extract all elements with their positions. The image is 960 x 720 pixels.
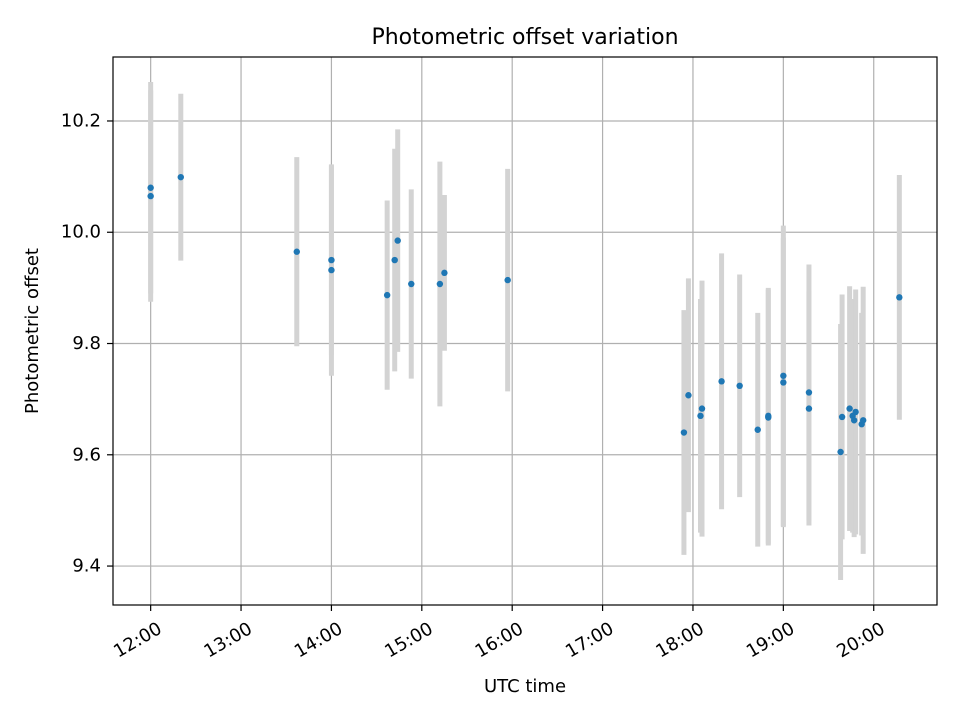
- data-point: [837, 448, 844, 456]
- data-point: [859, 417, 867, 424]
- data-point: [852, 408, 859, 416]
- data-point: [328, 266, 335, 274]
- data-point: [685, 392, 692, 399]
- data-point: [391, 256, 398, 264]
- y-tick-label: 9.6: [72, 444, 101, 465]
- data-point: [780, 372, 787, 379]
- data-point: [896, 294, 903, 301]
- data-point: [718, 378, 725, 385]
- data-point: [504, 276, 511, 284]
- y-tick-label: 9.8: [72, 333, 101, 354]
- data-point: [697, 412, 704, 420]
- data-point: [846, 405, 853, 412]
- data-point: [408, 280, 415, 288]
- grid: [113, 57, 937, 605]
- data-point: [838, 413, 846, 421]
- data-point: [394, 237, 401, 244]
- x-axis-label: UTC time: [484, 676, 566, 697]
- data-point: [780, 379, 787, 386]
- data-point: [736, 382, 743, 389]
- data-point: [293, 248, 300, 255]
- plot-frame: [112, 56, 938, 606]
- data-points: [147, 173, 903, 456]
- data-point: [680, 429, 688, 436]
- data-point: [805, 405, 813, 412]
- data-point: [754, 426, 761, 433]
- data-point: [383, 291, 391, 299]
- y-tick-label: 9.4: [72, 556, 101, 577]
- data-point: [328, 256, 335, 264]
- y-axis-label: Photometric offset: [22, 248, 43, 414]
- data-point: [177, 173, 184, 181]
- data-point: [765, 414, 772, 421]
- data-point: [698, 405, 706, 412]
- chart-title: Photometric offset variation: [371, 25, 678, 50]
- y-tick-label: 10.2: [61, 110, 101, 131]
- data-point: [805, 389, 813, 396]
- data-point: [850, 417, 858, 424]
- data-point: [147, 192, 154, 200]
- data-point: [441, 269, 448, 277]
- y-tick-label: 10.0: [61, 222, 101, 243]
- data-point: [147, 184, 154, 191]
- data-point: [436, 280, 444, 288]
